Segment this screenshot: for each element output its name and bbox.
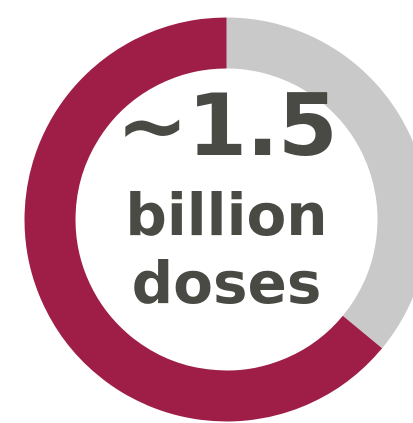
donut-slice-0 xyxy=(24,17,383,422)
donut-slice-1 xyxy=(226,17,413,349)
center-label-noun: doses xyxy=(131,249,322,317)
center-label-value: ~1.5 xyxy=(116,76,337,176)
center-label-unit: billion xyxy=(125,181,328,249)
